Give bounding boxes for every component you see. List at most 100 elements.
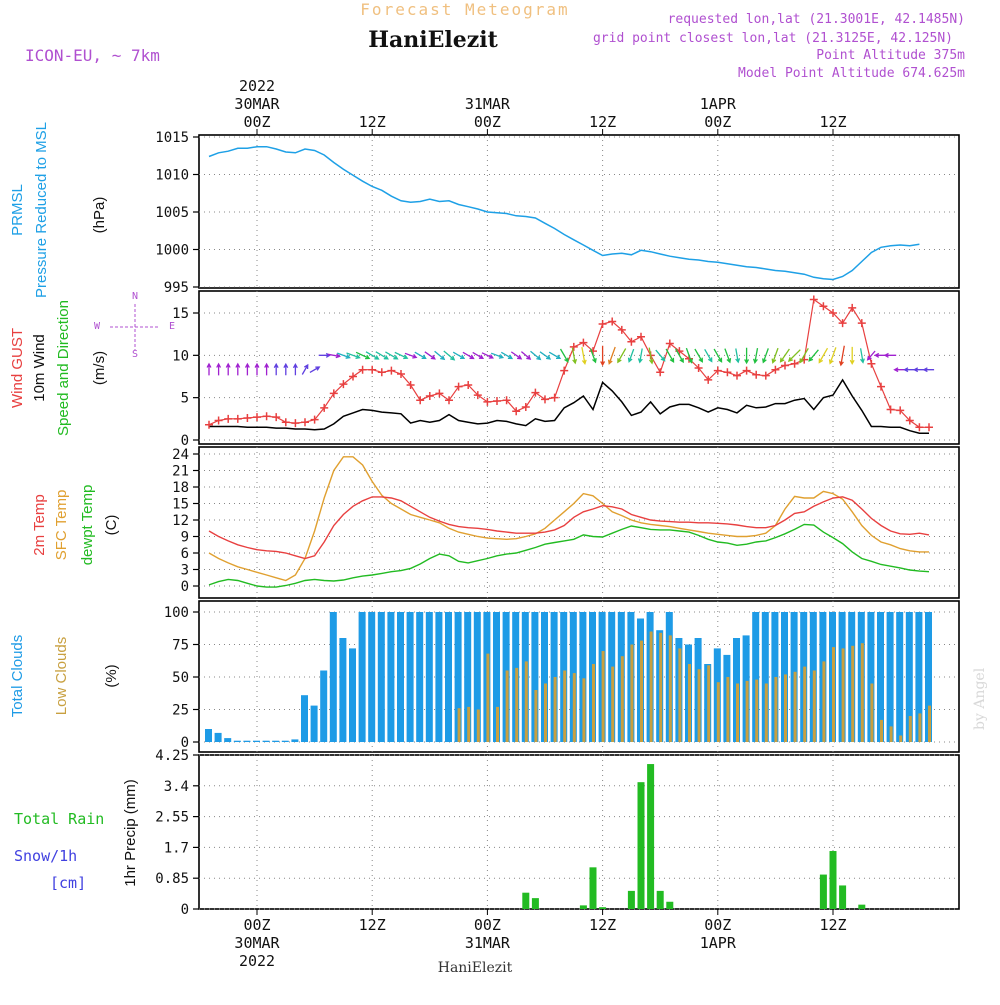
precip-tick-label: 2.55: [155, 810, 189, 826]
gust-markers: [205, 295, 933, 432]
cloud-tick-label: 75: [172, 638, 189, 654]
wind-arrow: [336, 352, 351, 359]
wind-arrow: [787, 349, 801, 362]
model-name: ICON-EU, ~ 7km: [25, 46, 160, 65]
compass-s: S: [132, 349, 138, 360]
gust-marker: [781, 361, 789, 370]
wind-arrow: [490, 352, 505, 359]
precip-tick-label: 0.85: [155, 871, 189, 887]
total-cloud-bar: [925, 612, 932, 742]
gust-marker: [310, 415, 319, 424]
bottom-axis-label: 00Z: [474, 916, 501, 934]
low-cloud-bar: [851, 645, 855, 742]
low-cloud-bar: [582, 678, 586, 742]
precip-label-snow: Snow/1h: [14, 847, 77, 865]
gust-marker: [387, 366, 396, 375]
total-cloud-bar: [329, 612, 337, 742]
low-cloud-bar: [812, 670, 816, 742]
low-cloud-bar: [467, 706, 471, 742]
wind-arrow: [617, 348, 627, 364]
gust-marker: [445, 396, 453, 405]
wind-arrow: [548, 351, 562, 360]
gust-marker: [320, 403, 329, 412]
low-cloud-bar: [659, 632, 663, 742]
pressure-label-prmsl: PRMSL: [9, 184, 26, 236]
gust-marker: [483, 397, 492, 406]
gust-marker: [896, 406, 905, 415]
sfc-temp-line: [208, 456, 929, 582]
low-cloud-bar: [822, 661, 826, 742]
temp-tick-label: 15: [172, 497, 189, 513]
wind-arrow: [283, 362, 289, 376]
total-cloud-bar: [349, 648, 356, 742]
watermark: by Angel: [972, 667, 988, 730]
low-cloud-bar: [841, 648, 845, 742]
wind-arrow: [571, 347, 578, 365]
total-cloud-bar: [233, 740, 241, 742]
precip-tick-label: 0: [181, 902, 189, 918]
wind-tick-label: 0: [181, 433, 189, 449]
total-cloud-bar: [896, 612, 904, 742]
wind-arrow: [866, 350, 876, 361]
wind-arrow: [434, 350, 446, 361]
gust-marker: [368, 365, 377, 374]
wind-arrow: [779, 348, 790, 363]
total-cloud-bar: [886, 612, 894, 742]
cloud-tick-label: 100: [164, 605, 189, 621]
total-cloud-bar: [281, 740, 289, 742]
closest-coords: grid point closest lon,lat (21.3125E, 42…: [593, 31, 953, 46]
precip-bar: [829, 851, 837, 909]
wind-arrow: [254, 362, 260, 376]
pressure-label-desc: Pressure Reduced to MSL: [33, 122, 50, 298]
cloud-tick-label: 50: [172, 670, 189, 686]
wind-arrow: [539, 351, 552, 360]
total-cloud-bar: [867, 612, 875, 742]
gust-marker: [608, 317, 617, 326]
low-cloud-bar: [745, 680, 749, 742]
total-cloud-bar: [291, 739, 299, 742]
gust-marker: [579, 338, 588, 347]
total-cloud-bar: [464, 612, 472, 742]
precip-bar: [627, 890, 635, 909]
temp-2m-line: [208, 496, 930, 560]
total-cloud-bar: [425, 612, 433, 742]
gust-marker: [733, 371, 741, 380]
wind-arrow: [685, 347, 693, 364]
top-axis-label: 1APR: [700, 95, 737, 113]
gust-marker: [742, 366, 751, 375]
bottom-axis-label: 2022: [239, 952, 275, 970]
wind-arrow: [301, 363, 309, 375]
wind-arrow: [216, 362, 222, 376]
pressure-tick-label: 1015: [155, 130, 189, 146]
compass-w: W: [94, 321, 101, 332]
low-cloud-bar: [688, 664, 691, 742]
total-cloud-bar: [473, 612, 481, 742]
precip-label-cm: [cm]: [50, 874, 86, 892]
wind-arrows: [206, 345, 935, 376]
wind-arrow: [752, 347, 759, 364]
wind-arrow: [355, 351, 371, 360]
gust-marker: [838, 319, 847, 328]
temp-tick-label: 21: [172, 464, 189, 480]
gust-marker: [886, 405, 895, 414]
station-name: HaniElezit: [368, 27, 498, 53]
pressure-line: [208, 145, 920, 281]
precip-bar: [531, 898, 539, 909]
total-cloud-bar: [905, 612, 913, 742]
gust-marker: [253, 413, 261, 422]
low-cloud-bar: [486, 653, 490, 742]
gust-marker: [704, 375, 713, 384]
total-cloud-bar: [253, 740, 260, 742]
gust-marker: [416, 396, 425, 405]
gust-marker: [502, 396, 511, 405]
low-cloud-bar: [553, 677, 557, 742]
low-cloud-bar: [870, 683, 874, 742]
wind-arrow: [859, 348, 865, 364]
wind-arrow: [452, 351, 466, 360]
bottom-axis-label: 12Z: [359, 916, 386, 934]
wind-arrow: [838, 345, 845, 367]
wind-arrow: [225, 362, 231, 376]
precip-tick-label: 4.25: [155, 748, 189, 764]
gust-marker: [848, 303, 857, 312]
